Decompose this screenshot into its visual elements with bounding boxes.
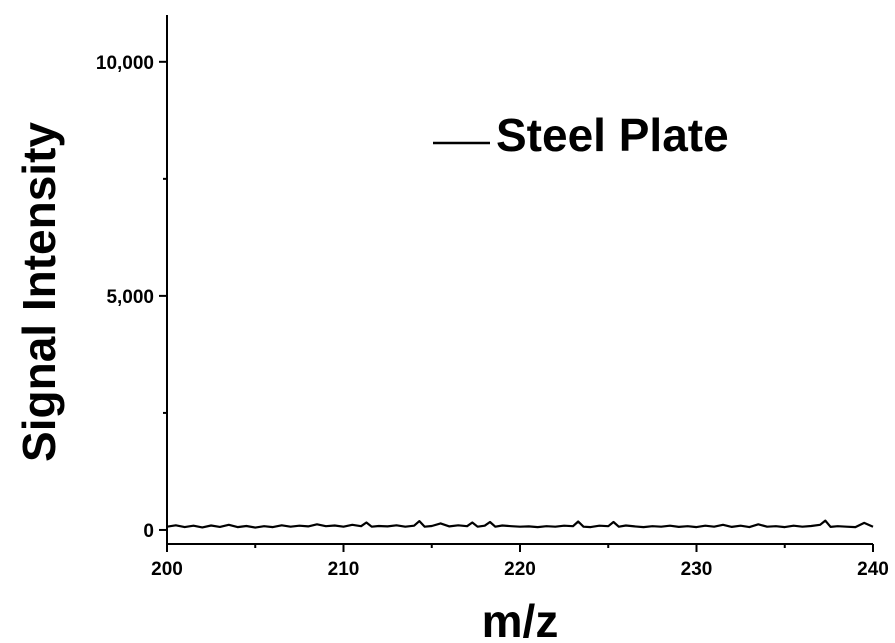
series-line-steel-plate bbox=[166, 519, 874, 529]
y-tick-label: 5,000 bbox=[106, 287, 154, 308]
x-axis-title: m/z bbox=[482, 595, 559, 643]
x-tick-label: 230 bbox=[681, 559, 713, 580]
x-tick-label: 210 bbox=[328, 559, 360, 580]
y-axis-ticks: 0 5,000 10,000 bbox=[96, 53, 167, 542]
series-layer bbox=[166, 519, 874, 529]
x-tick-label: 220 bbox=[504, 559, 536, 580]
x-axis-ticks: 200 210 220 230 240 bbox=[151, 544, 889, 580]
y-tick-label: 10,000 bbox=[96, 53, 154, 74]
plot-axes bbox=[166, 15, 873, 545]
y-tick-label: 0 bbox=[143, 521, 154, 542]
x-tick-label: 200 bbox=[151, 559, 183, 580]
legend-label: Steel Plate bbox=[496, 109, 729, 161]
x-tick-label: 240 bbox=[857, 559, 889, 580]
y-axis-title: Signal Intensity bbox=[13, 122, 65, 462]
legend: Steel Plate bbox=[433, 109, 729, 161]
